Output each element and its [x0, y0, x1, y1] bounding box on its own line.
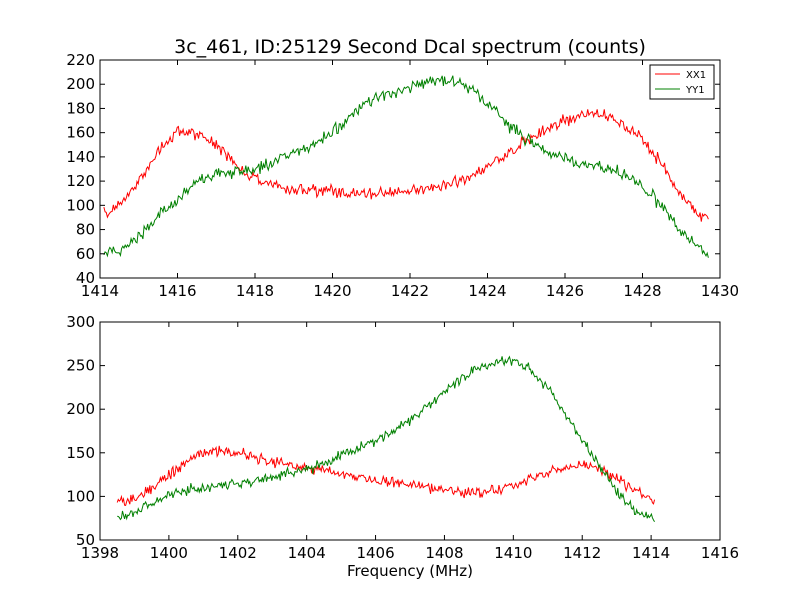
bottom-chart-y-tick-label: 200 — [66, 400, 95, 418]
top-chart-x-tick-label: 1424 — [468, 282, 506, 300]
bottom-chart-xlabel: Frequency (MHz) — [347, 562, 473, 580]
top-chart-x-tick-label: 1418 — [236, 282, 274, 300]
bottom-chart-y-tick-label: 50 — [76, 531, 95, 549]
top-chart-x-tick-label: 1430 — [701, 282, 739, 300]
top-chart-legend-label-xx1: XX1 — [686, 70, 706, 81]
top-chart-x-tick-label: 1422 — [391, 282, 429, 300]
top-chart-y-tick-label: 220 — [66, 51, 95, 69]
top-chart-legend-box — [649, 64, 715, 100]
bottom-chart-series-green-line — [117, 355, 655, 523]
bottom-chart-x-tick-label: 1402 — [219, 544, 257, 562]
bottom-chart-x-tick-label: 1414 — [632, 544, 670, 562]
top-chart-y-tick-label: 100 — [66, 196, 95, 214]
top-chart-series-yy1-line — [103, 75, 709, 258]
bottom-chart-frame — [99, 321, 721, 541]
top-chart-y-tick-label: 80 — [76, 221, 95, 239]
bottom-chart-x-tick-label: 1404 — [288, 544, 326, 562]
top-chart-x-tick-label: 1414 — [81, 282, 119, 300]
top-chart-x-tick-label: 1420 — [313, 282, 351, 300]
top-chart-title: 3c_461, ID:25129 Second Dcal spectrum (c… — [174, 36, 646, 58]
top-chart-y-tick-label: 180 — [66, 99, 95, 117]
bottom-chart-x-tick-label: 1416 — [701, 544, 739, 562]
bottom-chart-y-tick-label: 300 — [66, 313, 95, 331]
top-chart-y-tick-label: 60 — [76, 245, 95, 263]
bottom-chart-x-tick-label: 1408 — [425, 544, 463, 562]
top-chart-x-tick-label: 1426 — [546, 282, 584, 300]
top-chart-y-tick-label: 140 — [66, 148, 95, 166]
bottom-chart-y-tick-label: 100 — [66, 487, 95, 505]
top-chart-panel: 1414 1416 1418 1420 1422 1424 1426 1428 1430 40 60… — [66, 51, 739, 300]
top-chart-series-xx1-line — [103, 109, 709, 222]
top-chart-x-tick-label: 1416 — [158, 282, 196, 300]
top-chart-y-tick-label: 160 — [66, 124, 95, 142]
top-chart-y-tick-label: 40 — [76, 269, 95, 287]
bottom-chart-x-tick-label: 1410 — [494, 544, 532, 562]
top-chart-x-tick-label: 1428 — [623, 282, 661, 300]
bottom-chart-series-red-line — [116, 445, 656, 506]
bottom-chart-x-tick-label: 1412 — [563, 544, 601, 562]
top-chart-y-tick-label: 120 — [66, 172, 95, 190]
bottom-chart-y-tick-label: 250 — [66, 357, 95, 375]
bottom-chart-panel: 1398 1400 1402 1404 1406 1408 1410 1412 1414 1416… — [66, 313, 739, 562]
bottom-chart-x-tick-label: 1398 — [81, 544, 119, 562]
bottom-chart-x-tick-label: 1406 — [356, 544, 394, 562]
bottom-chart-y-tick-label: 150 — [66, 444, 95, 462]
top-chart-y-tick-label: 200 — [66, 75, 95, 93]
bottom-chart-x-tick-label: 1400 — [150, 544, 188, 562]
top-chart-legend-label-yy1: YY1 — [685, 85, 705, 96]
